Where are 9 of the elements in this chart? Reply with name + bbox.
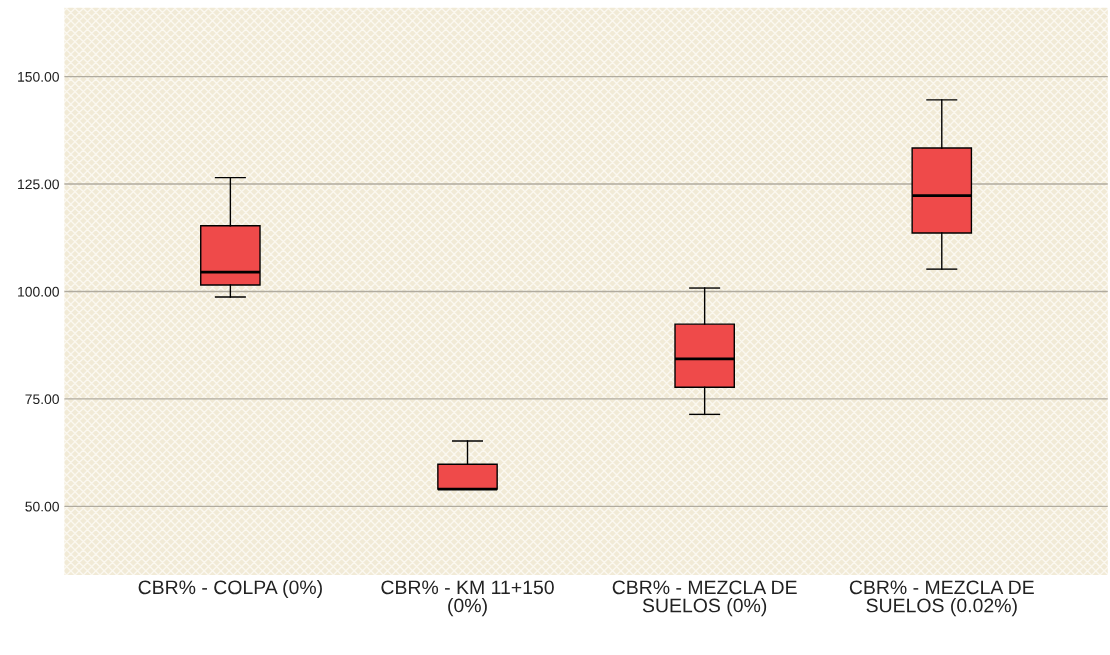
x-tick-label: CBR% - COLPA (0%) xyxy=(138,579,322,599)
x-tick-label: CBR% - KM 11+150 (0%) xyxy=(381,580,554,617)
y-tick-label: 150.00 xyxy=(18,71,59,82)
y-tick-label: 125.00 xyxy=(18,179,59,190)
y-tick-label: 75.00 xyxy=(25,394,59,405)
x-tick-label: CBR% - MEZCLA DE SUELOS (0.02%) xyxy=(849,580,1034,617)
y-tick-label: 50.00 xyxy=(25,501,59,512)
x-tick-label: CBR% - MEZCLA DE SUELOS (0%) xyxy=(612,580,797,617)
y-tick-label: 100.00 xyxy=(18,286,59,297)
